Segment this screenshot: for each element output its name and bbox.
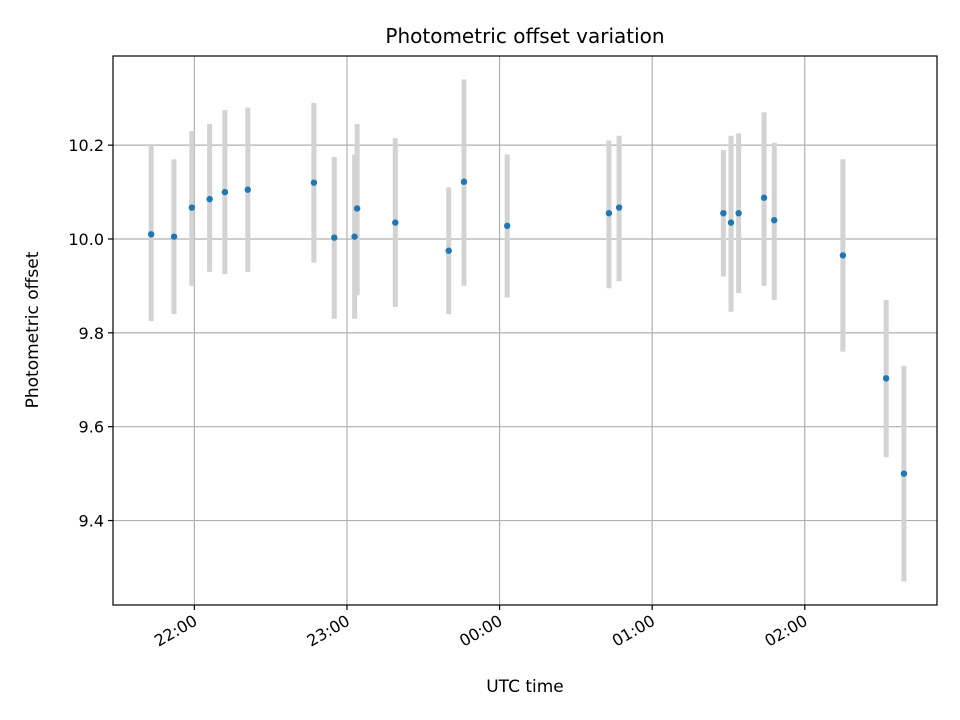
data-point: [460, 178, 468, 185]
data-point: [221, 188, 229, 196]
x-axis-label: UTC time: [486, 677, 564, 697]
data-point: [445, 247, 452, 254]
data-point: [839, 252, 847, 259]
data-point: [882, 375, 890, 382]
y-tick-label: 10.0: [68, 230, 104, 249]
data-point: [771, 217, 778, 224]
plot-frame: [112, 55, 938, 606]
chart-title: Photometric offset variation: [385, 24, 664, 48]
y-tick-label: 9.4: [79, 512, 104, 531]
y-tick-label: 9.8: [79, 324, 104, 343]
data-point: [331, 234, 338, 241]
y-axis-label: Photometric offset: [23, 251, 43, 408]
data-point: [392, 219, 399, 226]
y-tick-label: 9.6: [79, 418, 104, 437]
data-point: [147, 231, 155, 238]
data-point: [310, 179, 318, 186]
data-point: [727, 219, 735, 226]
data-point: [206, 195, 213, 203]
data-point: [900, 470, 908, 477]
data-point: [760, 194, 768, 201]
y-axis-ticks: 9.4 9.6 9.8 10.0 10.2: [68, 136, 113, 531]
data-point: [720, 209, 727, 217]
data-point: [605, 209, 613, 217]
data-point: [351, 233, 358, 240]
data-point: [353, 205, 361, 212]
gridlines: [113, 56, 937, 605]
data-point: [170, 233, 178, 240]
data-point: [735, 209, 742, 217]
data-points: [147, 178, 908, 477]
data-point: [615, 204, 623, 211]
data-point: [188, 204, 196, 211]
y-tick-label: 10.2: [68, 136, 104, 155]
data-point: [244, 186, 251, 193]
data-point: [503, 222, 511, 230]
